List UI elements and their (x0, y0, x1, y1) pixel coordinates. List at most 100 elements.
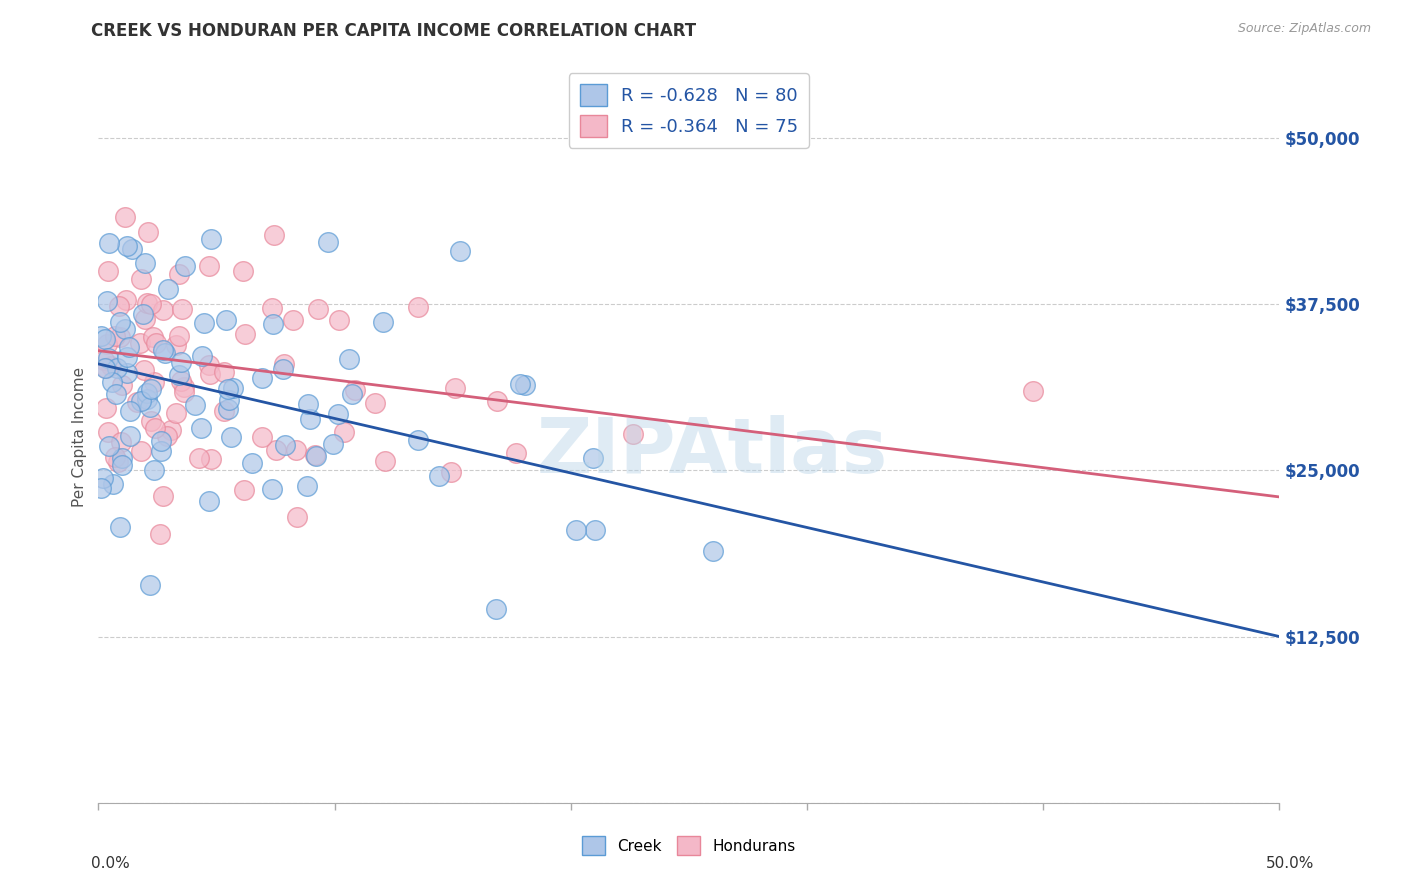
Point (332, 425, 354, 439)
Point (104, 386, 127, 401)
Point (184, 398, 207, 412)
Point (118, 404, 141, 418)
Point (118, 428, 141, 442)
Point (328, 313, 350, 327)
Point (273, 357, 295, 371)
Y-axis label: Per Capita Income: Per Capita Income (72, 367, 87, 508)
Point (142, 329, 165, 343)
Point (157, 282, 180, 296)
Point (406, 433, 429, 447)
Point (153, 346, 176, 360)
Point (219, 430, 242, 444)
Point (297, 478, 319, 492)
Text: 0.0%: 0.0% (91, 856, 131, 871)
Point (98, 235, 121, 250)
Point (129, 444, 152, 458)
Point (260, 301, 283, 315)
Point (273, 362, 295, 376)
Point (702, 544, 724, 558)
Point (136, 296, 159, 310)
Point (101, 477, 124, 491)
Point (217, 382, 239, 396)
Point (160, 423, 183, 437)
Point (217, 401, 239, 416)
Point (143, 463, 166, 477)
Point (513, 377, 536, 392)
Point (145, 336, 167, 351)
Point (198, 358, 221, 372)
Point (98, 438, 121, 452)
Point (100, 376, 122, 390)
Point (509, 376, 531, 391)
Point (93, 353, 115, 368)
Point (96, 337, 118, 351)
Point (115, 238, 138, 252)
Point (114, 210, 136, 224)
Point (232, 264, 254, 278)
Text: Source: ZipAtlas.com: Source: ZipAtlas.com (1237, 22, 1371, 36)
Legend: R = -0.628   N = 80, R = -0.364   N = 75: R = -0.628 N = 80, R = -0.364 N = 75 (569, 73, 808, 148)
Point (132, 362, 155, 376)
Point (139, 578, 162, 592)
Point (214, 365, 236, 379)
Point (266, 443, 288, 458)
Point (94, 361, 117, 376)
Point (136, 392, 159, 406)
Point (214, 403, 236, 417)
Point (191, 349, 214, 363)
Point (373, 314, 395, 328)
Point (121, 242, 143, 256)
Point (134, 256, 156, 270)
Point (115, 367, 138, 381)
Point (131, 272, 153, 286)
Point (169, 267, 191, 281)
Point (139, 400, 162, 414)
Point (233, 326, 256, 341)
Point (165, 406, 187, 420)
Point (443, 381, 465, 395)
Point (284, 443, 307, 458)
Point (233, 483, 256, 498)
Point (94, 332, 117, 346)
Point (316, 235, 339, 249)
Point (173, 259, 195, 273)
Point (127, 395, 149, 409)
Point (152, 490, 174, 504)
Point (169, 355, 191, 369)
Point (143, 421, 166, 435)
Point (250, 371, 273, 385)
Point (363, 396, 385, 410)
Point (111, 378, 134, 392)
Point (129, 394, 152, 409)
Point (97, 264, 120, 278)
Point (193, 316, 215, 330)
Point (505, 446, 527, 460)
Point (117, 350, 139, 364)
Point (173, 384, 195, 399)
Point (94, 361, 117, 376)
Point (149, 444, 172, 458)
Point (190, 420, 212, 434)
Point (108, 300, 131, 314)
Point (136, 225, 159, 239)
Point (307, 301, 329, 316)
Point (305, 449, 328, 463)
Point (93, 471, 115, 485)
Point (198, 368, 221, 382)
Point (200, 232, 222, 246)
Point (214, 313, 236, 327)
Point (406, 300, 429, 314)
Point (152, 343, 174, 358)
Point (218, 392, 240, 407)
Point (97, 351, 120, 366)
Point (170, 374, 193, 388)
Point (297, 397, 319, 411)
Point (340, 386, 363, 401)
Point (141, 413, 163, 427)
Point (141, 382, 163, 396)
Point (427, 469, 450, 483)
Point (374, 454, 396, 468)
Point (240, 457, 263, 471)
Point (250, 430, 273, 444)
Point (170, 301, 193, 316)
